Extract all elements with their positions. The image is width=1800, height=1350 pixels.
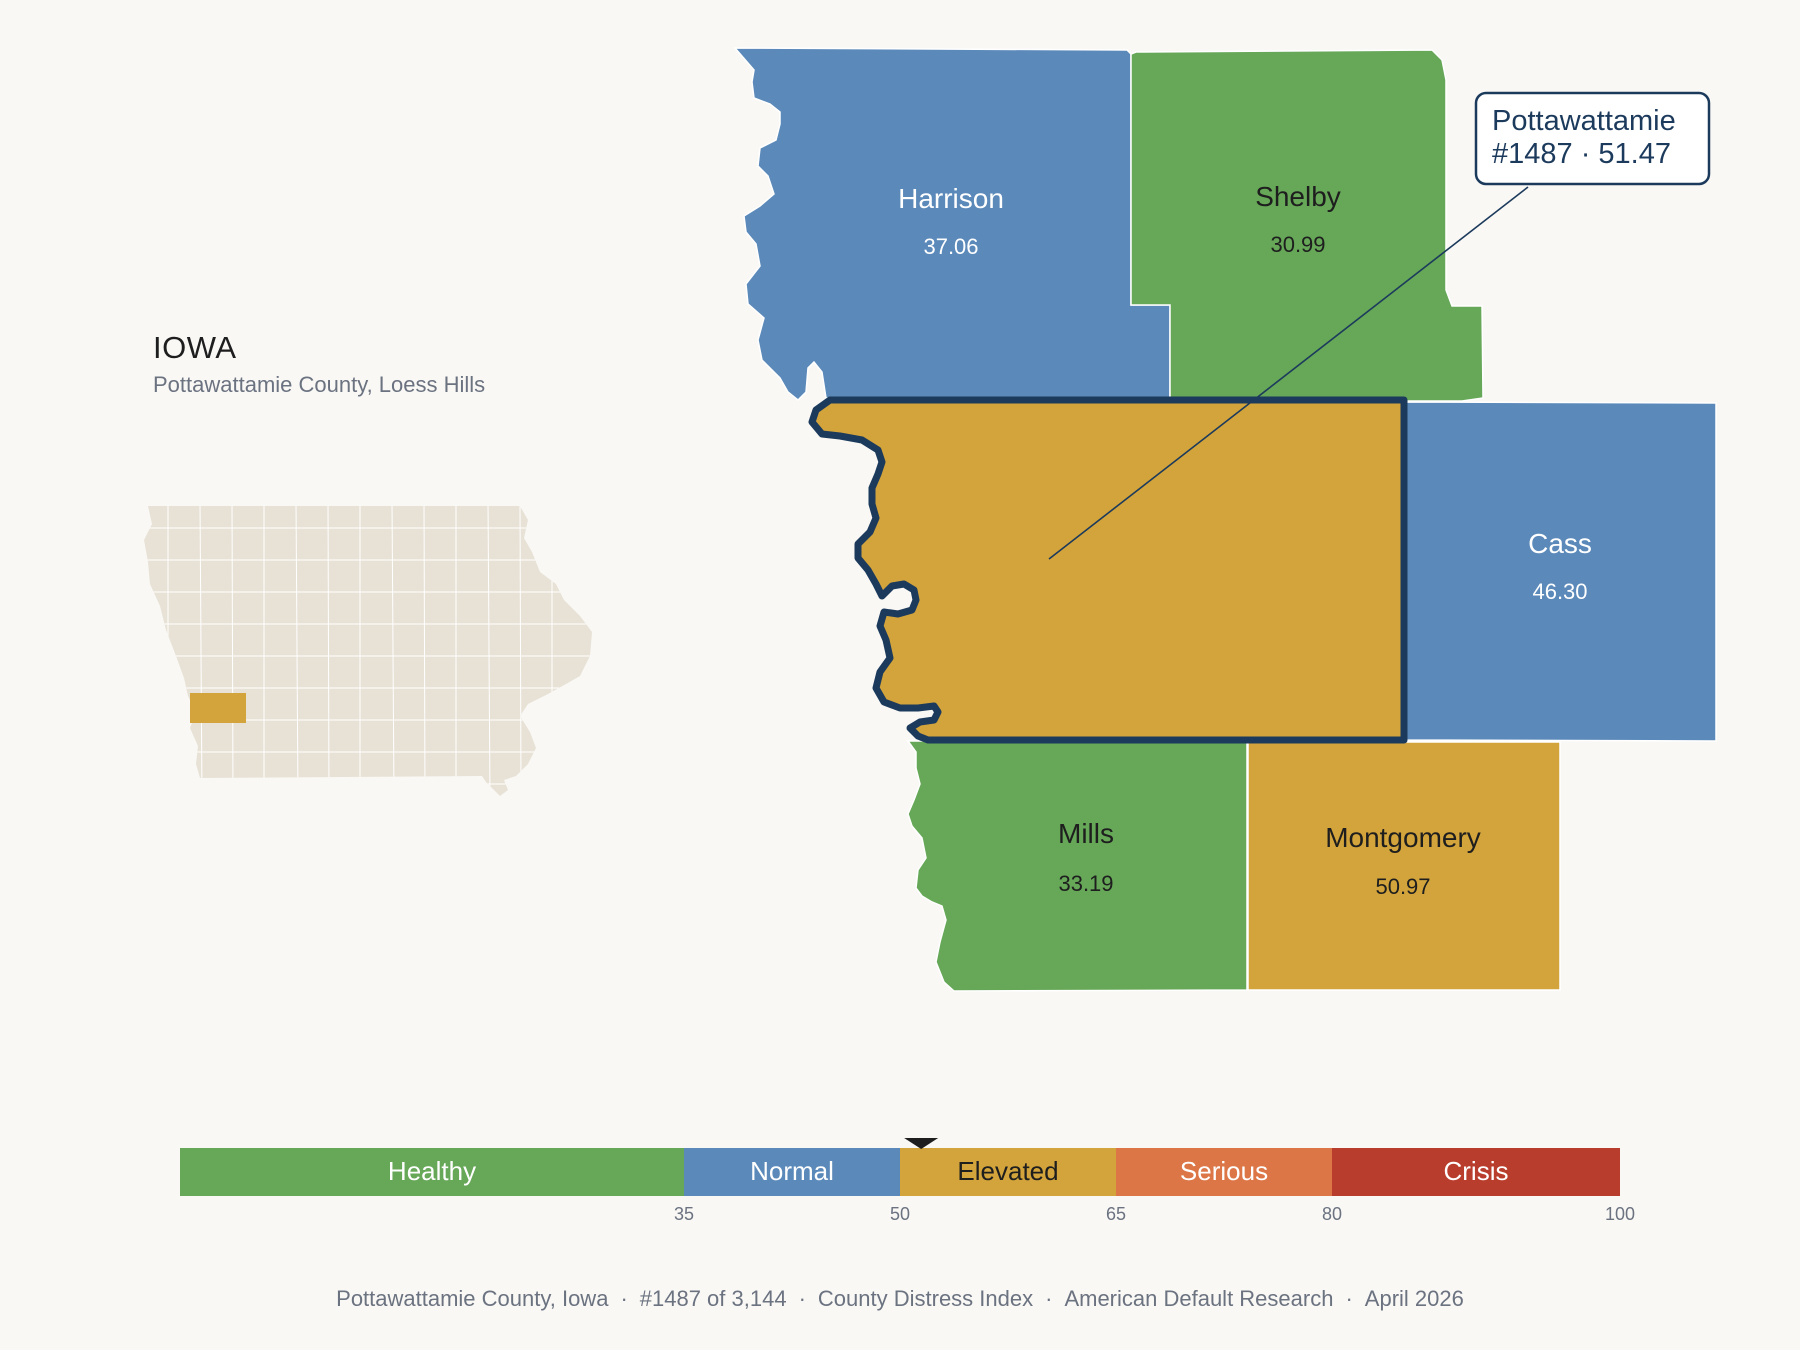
scale-segment-serious — [1116, 1148, 1332, 1196]
scale-tick-label: 100 — [1605, 1204, 1635, 1224]
scale-label-elevated: Elevated — [957, 1156, 1058, 1186]
callout: Pottawattamie #1487 · 51.47 — [1048, 91, 1711, 560]
county-shelby — [1130, 49, 1484, 402]
distress-scale-legend: Healthy Normal Elevated Serious Crisis 35 50 65… — [180, 1138, 1635, 1224]
scale-label-crisis: Crisis — [1444, 1156, 1509, 1186]
scale-label-healthy: Healthy — [388, 1156, 476, 1186]
scale-tick-label: 50 — [890, 1204, 910, 1224]
label-mills-value: 33.19 — [1058, 871, 1113, 896]
callout-box — [1474, 91, 1711, 186]
county-grid-line — [423, 506, 426, 796]
county-montgomery — [1247, 741, 1561, 991]
footer-date: April 2026 — [1364, 1286, 1464, 1311]
footer-separator: · — [620, 1286, 628, 1311]
state-name: IOWA — [153, 330, 237, 365]
label-cass-name: Cass — [1528, 528, 1592, 559]
label-montgomery-name: Montgomery — [1325, 822, 1481, 853]
county-grid-line — [199, 506, 203, 796]
footer-index: County Distress Index — [817, 1286, 1034, 1311]
callout-line-1: Pottawattamie — [1492, 105, 1676, 137]
scale-segment-elevated — [900, 1148, 1116, 1196]
footer-rank: #1487 of 3,144 — [639, 1286, 787, 1311]
label-montgomery-value: 50.97 — [1375, 874, 1430, 899]
footer: Pottawattamie County, Iowa · #1487 of 3,14… — [0, 1286, 1800, 1312]
county-cass — [1405, 401, 1717, 742]
county-mills — [906, 740, 1248, 992]
scale-segment-normal — [684, 1148, 900, 1196]
scale-tick-label: 35 — [674, 1204, 694, 1224]
scale-tick-label: 80 — [1322, 1204, 1342, 1224]
footer-county: Pottawattamie County, Iowa — [336, 1286, 609, 1311]
label-harrison-name: Harrison — [898, 183, 1004, 214]
scale-label-normal: Normal — [750, 1156, 834, 1186]
state-subtitle: Pottawattamie County, Loess Hills — [153, 372, 486, 397]
inset-pottawattamie-county — [190, 693, 246, 723]
county-grid-line — [231, 506, 234, 796]
scale-label-serious: Serious — [1180, 1156, 1268, 1186]
callout-leader-line — [1048, 186, 1529, 560]
county-grid-line — [519, 506, 522, 796]
county-map — [733, 47, 1717, 992]
footer-separator: · — [798, 1286, 806, 1311]
footer-source: American Default Research — [1064, 1286, 1334, 1311]
county-grid-line — [295, 506, 299, 796]
iowa-state-shape — [144, 506, 592, 796]
county-harrison — [733, 47, 1171, 402]
county-pottawattamie — [808, 396, 1408, 744]
label-shelby-name: Shelby — [1255, 181, 1341, 212]
scale-segment-healthy — [180, 1148, 684, 1196]
scale-tick-label: 65 — [1106, 1204, 1126, 1224]
label-shelby-value: 30.99 — [1270, 232, 1325, 257]
callout-line-2: #1487 · 51.47 — [1492, 138, 1671, 170]
scale-segment-crisis — [1332, 1148, 1620, 1196]
label-cass-value: 46.30 — [1532, 579, 1587, 604]
county-labels: Harrison 37.06 Shelby 30.99 Cass 46.30 M… — [898, 181, 1592, 899]
iowa-inset-map — [144, 506, 592, 796]
scale-marker — [904, 1138, 939, 1149]
label-mills-name: Mills — [1058, 818, 1114, 849]
footer-separator: · — [1345, 1286, 1353, 1311]
label-harrison-value: 37.06 — [923, 234, 978, 259]
county-grid-line — [327, 506, 330, 796]
footer-separator: · — [1045, 1286, 1053, 1311]
county-grid-line — [487, 506, 491, 796]
county-grid-line — [391, 506, 395, 796]
